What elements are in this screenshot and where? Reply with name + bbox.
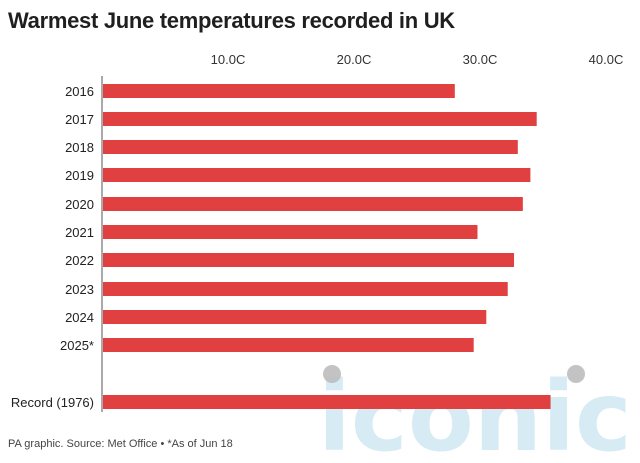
category-labels: 2016 2017 2018 2019 2020 2021 2022 2023 2024 2025… xyxy=(11,84,94,410)
category-label: 2020 xyxy=(65,197,94,212)
bar xyxy=(103,168,531,182)
category-label: 2024 xyxy=(65,310,94,325)
category-label: Record (1976) xyxy=(11,395,94,410)
bar xyxy=(103,112,537,126)
x-axis-ticks: 10.0C 20.0C 30.0C 40.0C xyxy=(211,52,624,67)
category-label: 2022 xyxy=(65,253,94,268)
category-label: 2016 xyxy=(65,84,94,99)
bar xyxy=(103,197,523,211)
x-tick-label: 20.0C xyxy=(337,52,372,67)
bar xyxy=(103,140,518,154)
bar xyxy=(103,282,508,296)
bar xyxy=(103,84,455,98)
watermark: iconic xyxy=(318,361,632,463)
category-label: 2023 xyxy=(65,282,94,297)
x-tick-label: 10.0C xyxy=(211,52,246,67)
bar xyxy=(103,395,551,409)
source-footnote: PA graphic. Source: Met Office • *As of … xyxy=(8,438,233,450)
bar xyxy=(103,253,515,267)
bars-group xyxy=(103,84,551,409)
category-label: 2019 xyxy=(65,168,94,183)
watermark-text: iconic xyxy=(318,361,632,463)
x-tick-label: 40.0C xyxy=(589,52,624,67)
category-label: 2018 xyxy=(65,140,94,155)
category-label: 2017 xyxy=(65,112,94,127)
bar xyxy=(103,310,487,324)
category-label: 2025* xyxy=(60,338,94,353)
x-tick-label: 30.0C xyxy=(463,52,498,67)
bar xyxy=(103,225,478,239)
category-label: 2021 xyxy=(65,225,94,240)
chart-title: Warmest June temperatures recorded in UK xyxy=(8,8,455,33)
watermark-dot-1 xyxy=(323,365,341,383)
bar xyxy=(103,338,474,352)
watermark-dot-2 xyxy=(567,365,585,383)
